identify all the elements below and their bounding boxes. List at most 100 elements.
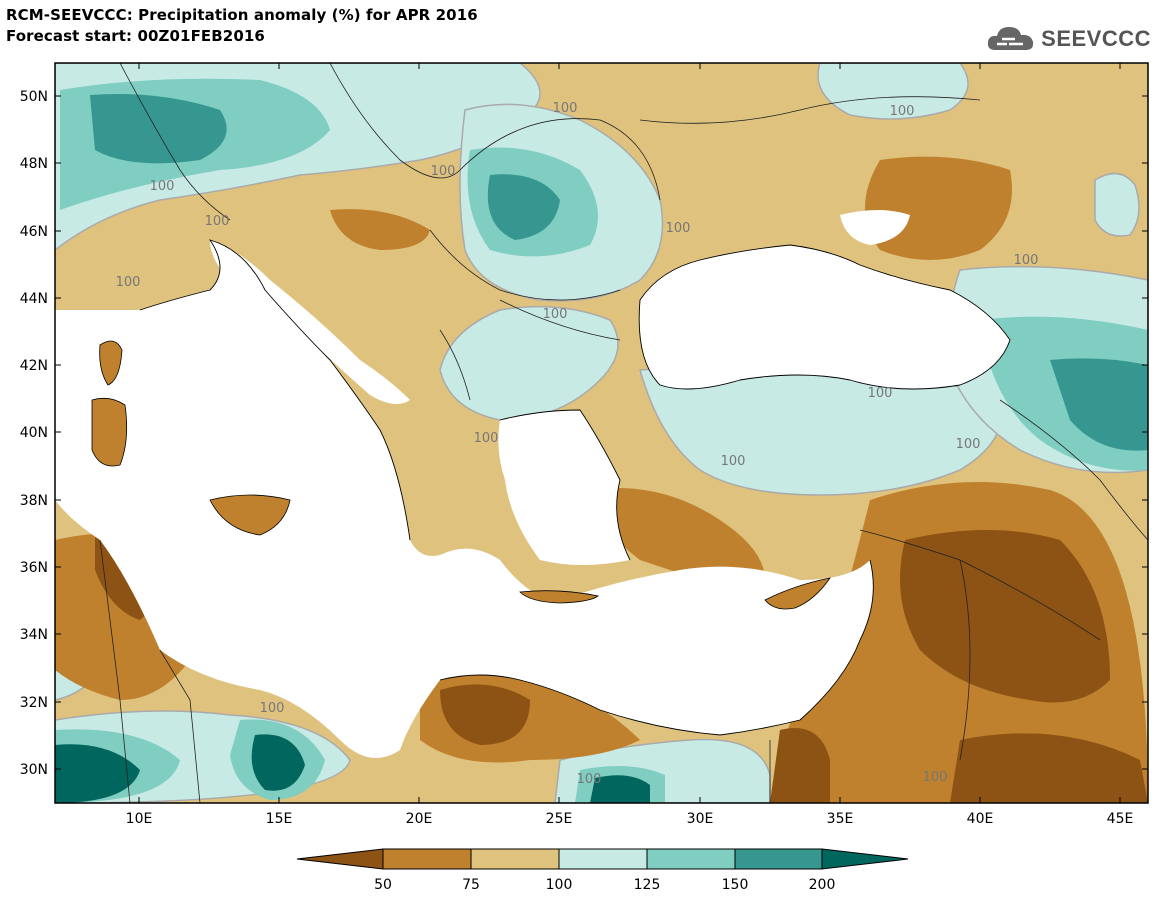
anomaly-region-50-75 xyxy=(865,156,1012,260)
contour-label: 100 xyxy=(890,104,915,119)
island-corsica xyxy=(99,340,123,386)
island-crete xyxy=(519,590,599,604)
colorbar-label: 75 xyxy=(462,877,480,893)
coastline xyxy=(638,244,1011,390)
contour-labels: 100 100 100 100 100 100 100 100 100 100 … xyxy=(116,101,1039,787)
lat-tick-label: 38N xyxy=(20,493,48,509)
lon-tick-label: 25E xyxy=(546,811,573,827)
lat-tick-label: 50N xyxy=(20,89,48,105)
anomaly-region-50-75 xyxy=(330,209,430,250)
anomaly-region-150-200 xyxy=(1050,358,1148,451)
coastline xyxy=(139,239,411,541)
border xyxy=(999,399,1148,541)
colorbar-segment xyxy=(296,848,384,870)
colorbar-label: 200 xyxy=(809,877,836,893)
colorbar-segment xyxy=(558,848,648,870)
border xyxy=(429,229,621,301)
anomaly-region-150-200 xyxy=(90,94,227,164)
contour-label: 100 xyxy=(543,307,568,322)
anomaly-region-100-125 xyxy=(817,63,969,120)
contour-label: 100 xyxy=(1014,253,1039,268)
contour-label: 100 xyxy=(956,437,981,452)
lat-tick-label: 34N xyxy=(20,627,48,643)
contour-label: 100 xyxy=(150,179,175,194)
island-sicily xyxy=(209,494,291,536)
longitude-axis: 10E 15E 20E 25E 30E 35E 40E 45E xyxy=(126,63,1134,827)
anomaly-region-100-125 xyxy=(1094,172,1140,237)
map-title: RCM-SEEVCCC: Precipitation anomaly (%) f… xyxy=(6,6,478,24)
lat-tick-label: 48N xyxy=(20,156,48,172)
border xyxy=(119,63,231,221)
colorbar-label: 125 xyxy=(634,877,661,893)
coastlines xyxy=(139,239,1011,736)
aegean-sea xyxy=(498,410,630,565)
contour-label: 100 xyxy=(553,101,578,116)
contour-label: 100 xyxy=(260,701,285,716)
island-cyprus xyxy=(764,577,831,610)
anomaly-region-150-200 xyxy=(487,174,560,240)
colorbar-label: 150 xyxy=(722,877,749,893)
lon-tick-label: 30E xyxy=(687,811,714,827)
colorbar: 50 75 100 125 150 200 xyxy=(296,848,909,893)
border xyxy=(959,559,971,761)
forecast-start-subtitle: Forecast start: 00Z01FEB2016 xyxy=(6,27,265,45)
contour-label: 100 xyxy=(205,214,230,229)
lat-tick-label: 36N xyxy=(20,560,48,576)
coastline xyxy=(499,409,631,561)
black-sea xyxy=(639,245,1010,389)
border xyxy=(99,539,131,803)
lat-tick-label: 44N xyxy=(20,291,48,307)
lon-tick-label: 20E xyxy=(406,811,433,827)
lon-tick-label: 15E xyxy=(266,811,293,827)
lat-tick-label: 42N xyxy=(20,358,48,374)
anomaly-region-under-50 xyxy=(950,733,1148,803)
contour-label: 100 xyxy=(474,431,499,446)
colorbar-segment xyxy=(821,848,909,870)
logo-text: SEEVCCC xyxy=(1041,26,1151,51)
border xyxy=(159,649,201,803)
island-sardinia xyxy=(91,397,128,467)
anomaly-region-over-200 xyxy=(590,775,650,803)
contour-label: 100 xyxy=(116,275,141,290)
anomaly-region-under-50 xyxy=(900,530,1110,703)
contour-label: 100 xyxy=(868,386,893,401)
anomaly-region-over-200 xyxy=(251,734,305,791)
seevccc-logo: SEEVCCC xyxy=(985,22,1151,56)
colorbar-label: 50 xyxy=(374,877,392,893)
border xyxy=(329,63,461,179)
border xyxy=(639,96,981,124)
contour-label: 100 xyxy=(923,770,948,785)
contour-label: 100 xyxy=(431,164,456,179)
anomaly-region-over-200 xyxy=(55,744,140,803)
lat-tick-label: 40N xyxy=(20,425,48,441)
anomaly-region-under-50 xyxy=(770,728,830,803)
lat-tick-label: 46N xyxy=(20,224,48,240)
contour-label: 100 xyxy=(721,454,746,469)
lat-tick-label: 32N xyxy=(20,695,48,711)
anomaly-region-under-50 xyxy=(440,684,530,745)
lon-tick-label: 45E xyxy=(1107,811,1134,827)
border xyxy=(459,118,661,201)
lon-tick-label: 10E xyxy=(126,811,153,827)
colorbar-segment xyxy=(646,848,736,870)
contour-label: 100 xyxy=(666,221,691,236)
border xyxy=(499,299,621,341)
colorbar-label: 100 xyxy=(546,877,573,893)
map-frame xyxy=(54,62,1149,804)
lon-tick-label: 40E xyxy=(967,811,994,827)
country-borders xyxy=(99,63,1148,803)
border xyxy=(439,329,471,401)
colorbar-segment xyxy=(382,848,472,870)
anomaly-region-100-125 xyxy=(439,305,619,421)
lon-tick-label: 35E xyxy=(827,811,854,827)
mediterranean-sea xyxy=(55,240,874,758)
colorbar-segment xyxy=(734,848,823,870)
sea-of-azov xyxy=(840,210,910,245)
anomaly-field: 100 100 100 100 100 100 100 100 100 100 … xyxy=(55,63,1148,803)
contour-label: 100 xyxy=(577,772,602,787)
lat-tick-label: 30N xyxy=(20,762,48,778)
coastline xyxy=(439,559,874,736)
cloud-logo-icon xyxy=(988,27,1034,50)
latitude-axis: 50N 48N 46N 44N 42N 40N 38N 36N 34N 32N … xyxy=(20,89,1148,778)
